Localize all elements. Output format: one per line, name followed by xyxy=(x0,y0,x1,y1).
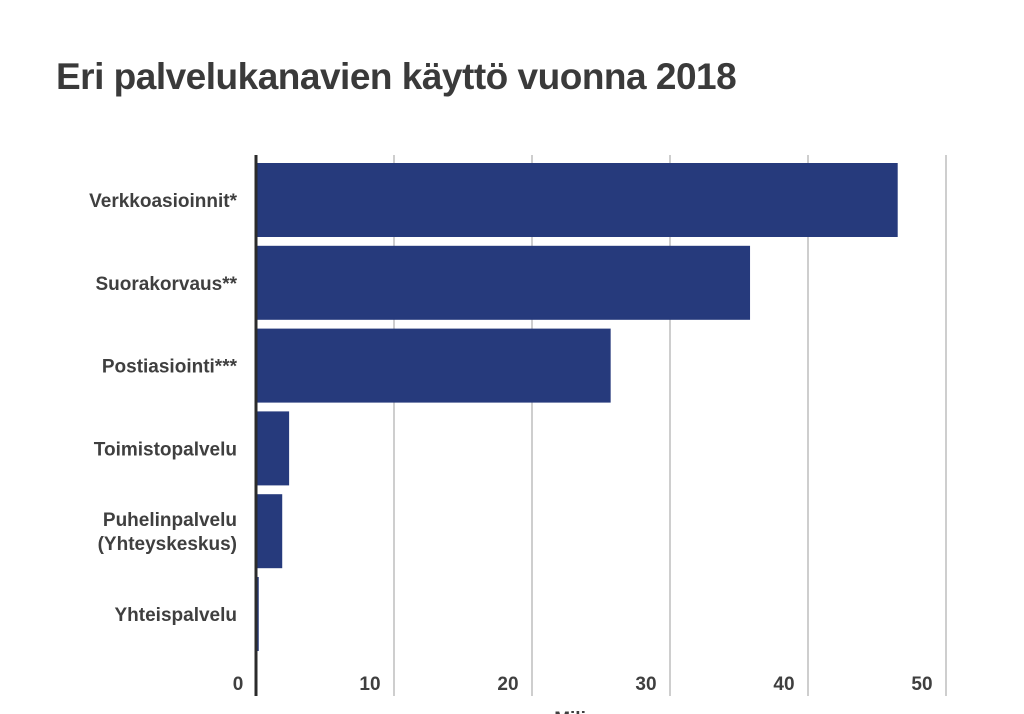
category-label: Verkkoasioinnit* xyxy=(89,191,237,212)
x-tick-label: 20 xyxy=(497,674,518,695)
chart-title: Eri palvelukanavien käyttö vuonna 2018 xyxy=(56,56,737,97)
bar xyxy=(256,245,751,320)
x-axis-title: Miljoonaa xyxy=(554,709,642,714)
category-label: Suorakorvaus** xyxy=(95,274,237,295)
x-tick-label: 40 xyxy=(773,674,794,695)
category-label: (Yhteyskeskus) xyxy=(98,534,237,555)
x-tick-label: 10 xyxy=(359,674,380,695)
category-label: Yhteispalvelu xyxy=(115,605,238,626)
category-label: Postiasiointi*** xyxy=(102,357,238,378)
bar xyxy=(256,411,290,486)
category-label: Toimistopalvelu xyxy=(94,439,237,460)
bar xyxy=(256,494,283,569)
x-tick-label: 50 xyxy=(911,674,932,695)
bar xyxy=(256,163,898,237)
bar xyxy=(256,328,611,403)
category-label: Puhelinpalvelu xyxy=(103,510,237,531)
x-tick-label: 30 xyxy=(635,674,656,695)
x-tick-label: 0 xyxy=(233,674,244,695)
